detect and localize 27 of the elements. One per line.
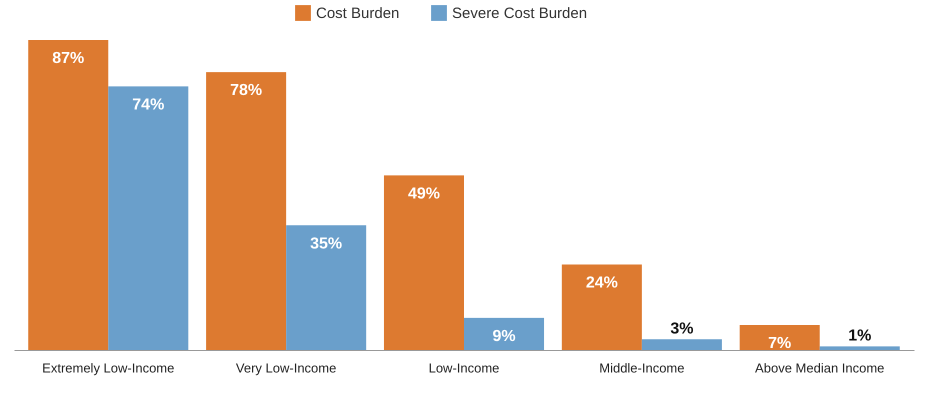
data-label: 3% (670, 320, 694, 338)
x-tick-label: Very Low-Income (236, 360, 336, 376)
legend-label: Cost Burden (316, 5, 400, 22)
data-label: 35% (310, 235, 342, 252)
bar (28, 40, 108, 350)
bar (820, 346, 900, 350)
data-label: 78% (230, 82, 262, 100)
data-label: 7% (768, 335, 792, 352)
bar (108, 86, 188, 350)
data-label: 74% (132, 96, 164, 114)
data-label: 1% (848, 327, 872, 344)
bar (642, 339, 722, 350)
bar (562, 264, 642, 350)
bar (740, 325, 820, 350)
data-label: 49% (408, 185, 440, 202)
x-tick-label: Low-Income (428, 360, 500, 376)
legend-label: Severe Cost Burden (452, 5, 588, 22)
data-label: 87% (52, 50, 84, 67)
bar (206, 72, 286, 350)
bar (464, 318, 544, 350)
x-tick-label: Middle-Income (599, 360, 684, 376)
bar (384, 175, 464, 350)
data-label: 24% (586, 274, 618, 292)
data-label: 9% (492, 328, 516, 345)
x-tick-label: Extremely Low-Income (42, 360, 174, 376)
x-tick-label: Above Median Income (755, 360, 884, 376)
bar (286, 225, 366, 350)
